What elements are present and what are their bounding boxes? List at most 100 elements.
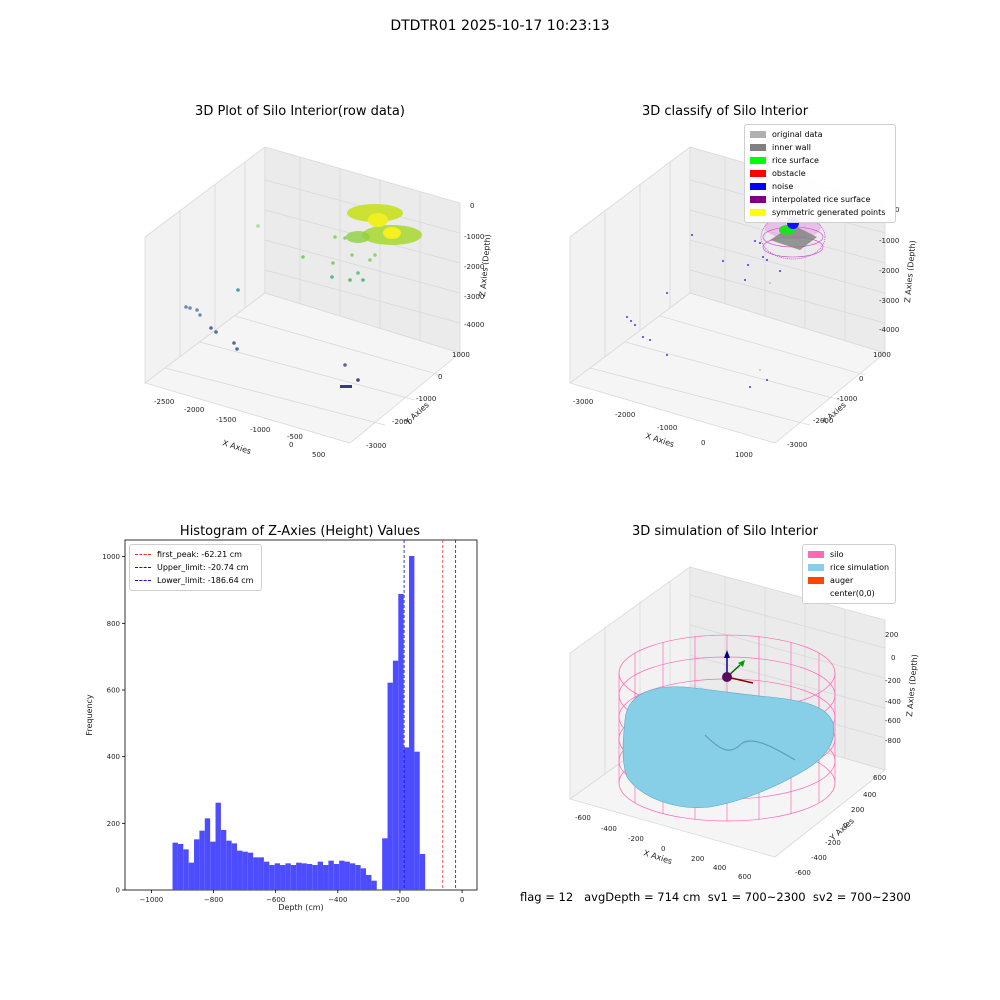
panel1-y-ticks: 1000 0 -1000 -2000 -3000 [366,351,470,450]
svg-text:-3000: -3000 [787,441,807,449]
x-tick-label: −400 [328,896,347,904]
histogram-bar [366,875,372,890]
histogram-x-ticks: −1000 −800 −600 −400 −200 0 [140,890,464,904]
histogram-bar [344,861,350,890]
histogram-ylabel: Frequency [85,694,94,736]
svg-text:-200: -200 [825,839,841,847]
legend-obstacle: obstacle [750,167,890,180]
panel4-x-ticks: -600 -400 -200 0 200 400 600 [575,814,751,881]
svg-text:0: 0 [661,845,665,853]
auger-marker [722,650,754,684]
svg-text:-400: -400 [811,854,827,862]
x-tick-label: −200 [390,896,409,904]
histogram-bar [306,864,313,890]
svg-text:-1000: -1000 [879,237,899,245]
histogram-bar [274,863,281,890]
svg-text:-2000: -2000 [813,417,833,425]
y-tick-label: 0 [116,887,120,895]
panel2-legend: original data inner wall rice surface ob… [744,124,896,223]
svg-text:500: 500 [312,451,325,459]
legend-interpolated-rice-surface: interpolated rice surface [750,193,890,206]
svg-text:400: 400 [863,791,876,799]
histogram-bar [172,842,178,890]
histogram-plot-area [124,539,478,891]
svg-text:-1000: -1000 [464,233,484,241]
histogram-bar [301,863,307,890]
histogram-bar [253,857,259,890]
svg-text:600: 600 [738,873,751,881]
svg-text:-2000: -2000 [879,267,899,275]
histogram-bar [296,862,302,890]
panel1-xlabel: X Axies [221,438,252,456]
svg-text:600: 600 [873,774,886,782]
svg-text:-1500: -1500 [216,416,236,424]
panel4-zlabel: Z Axies (Depth) [905,654,919,717]
svg-text:0: 0 [891,654,895,662]
panel2-ylabel: Y Axies [820,400,848,427]
histogram-bar [414,751,420,890]
legend-rice-simulation: rice simulation [808,561,890,574]
panel2-zlabel: Z Axies (Depth) [903,240,917,303]
histogram-bar [188,862,195,890]
histogram-bar [215,802,221,890]
svg-text:-2000: -2000 [184,406,204,414]
svg-text:200: 200 [691,855,704,863]
panel1-ylabel: Y Axies [403,400,431,427]
histogram-bar [226,840,232,890]
histogram-bar [360,868,367,890]
panel1-3d-plot: -2500 -2000 -1500 -1000 -500 0 500 X Axi… [144,146,492,459]
histogram-bar [220,830,227,890]
svg-text:-1000: -1000 [250,426,270,434]
y-tick-label: 800 [107,620,120,628]
panel1-scatter-points [184,204,422,388]
histogram-bar [312,865,318,890]
svg-text:-2500: -2500 [154,398,174,406]
figure-title: DTDTR01 2025-10-17 10:23:13 [390,18,610,34]
svg-text:0: 0 [701,439,705,447]
panel4-title: 3D simulation of Silo Interior [632,524,818,539]
svg-text:-4000: -4000 [879,326,899,334]
histogram-bar [199,830,205,890]
status-footer: flag = 12 avgDepth = 714 cm sv1 = 700~23… [520,890,911,904]
svg-text:0: 0 [895,206,899,214]
histogram-bar [371,880,377,890]
histogram-bars [172,556,426,890]
panel4-y-ticks: 600 400 200 0 -200 -400 -600 [795,774,886,877]
svg-text:-4000: -4000 [464,321,484,329]
panel4-ylabel: Y Axies [828,816,856,843]
histogram-legend: first_peak: -62.21 cm Upper_limit: -20.7… [129,544,262,591]
svg-text:0: 0 [289,441,293,449]
panel1-x-ticks: -2500 -2000 -1500 -1000 -500 0 500 [154,398,325,459]
histogram-bar [328,860,334,890]
histogram-bar [355,865,361,890]
legend-lower-limit: Lower_limit: -186.64 cm [135,574,256,587]
histogram-bar [387,682,393,890]
histogram-bar [339,860,345,890]
panel1-zlabel: Z Axies (Depth) [478,234,492,297]
histogram-bar [409,556,415,890]
legend-upper-limit: Upper_limit: -20.74 cm [135,561,256,574]
legend-symmetric-generated-points: symmetric generated points [750,206,890,219]
rice-simulation-surface [622,686,835,808]
panel2-3d-plot: -3000 -2000 -1000 0 1000 X Axies 1000 0 … [569,146,917,459]
histogram-bar [247,852,254,890]
legend-original-data: original data [750,128,890,141]
histogram-bar [382,838,388,890]
svg-text:200: 200 [885,631,898,639]
legend-silo: silo [808,548,890,561]
svg-text:-200: -200 [885,677,901,685]
panel2-z-ticks: 0 -1000 -2000 -3000 -4000 [879,206,899,334]
histogram-bar [183,849,189,890]
x-tick-label: −600 [266,896,285,904]
svg-text:-600: -600 [575,814,591,822]
svg-text:400: 400 [713,864,726,872]
svg-text:-2000: -2000 [464,263,484,271]
histogram-bar [333,864,340,890]
svg-text:-1000: -1000 [657,424,677,432]
histogram-bar [290,865,297,890]
panel4-z-ticks: 200 0 -200 -400 -600 -800 [885,631,901,745]
legend-first-peak: first_peak: -62.21 cm [135,548,256,561]
panel4-3d-plot: -600 -400 -200 0 200 400 600 X Axies 600… [569,566,919,881]
y-tick-label: 1000 [102,553,120,561]
x-tick-label: −1000 [140,896,164,904]
